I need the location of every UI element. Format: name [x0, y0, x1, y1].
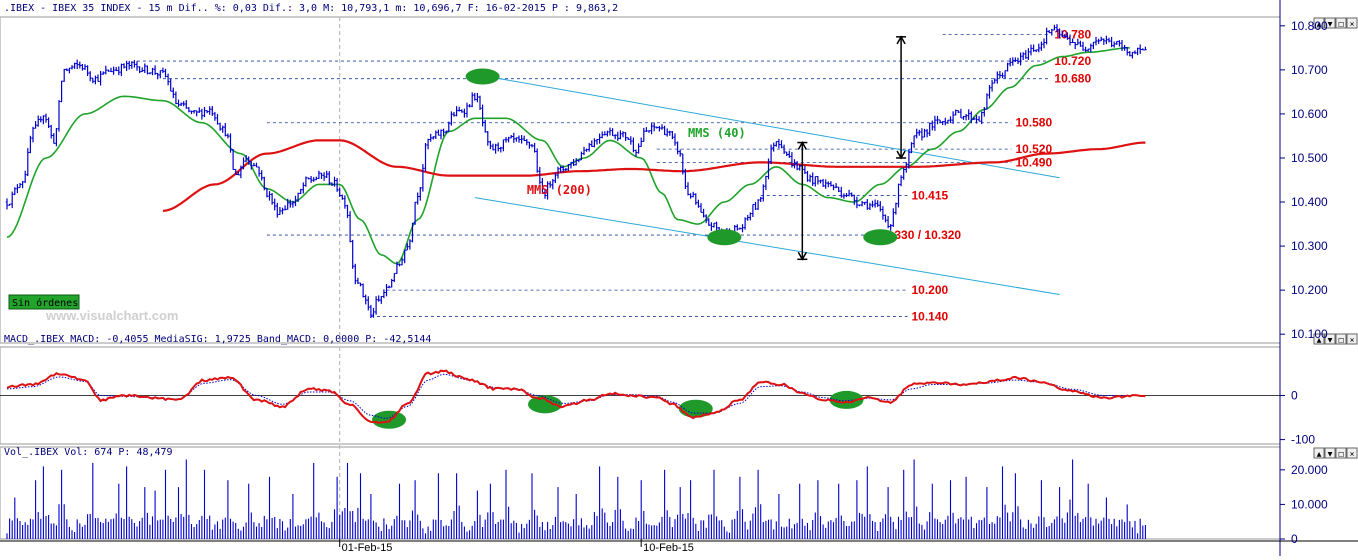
window-control-glyph: □ [1339, 20, 1344, 29]
level-label: 10.680 [1054, 72, 1091, 86]
ma-annotation: MMS (40) [688, 126, 746, 140]
price-tick-label: 10.600 [1291, 107, 1328, 121]
volume-chart [6, 459, 1146, 539]
macd-line [6, 369, 1146, 425]
window-control-button[interactable] [1313, 447, 1325, 459]
window-control-button[interactable] [1324, 447, 1336, 459]
macd-marker [829, 390, 864, 409]
macd-tick-label: 0 [1291, 389, 1298, 403]
volume-tick-label: 0 [1291, 532, 1298, 546]
macd-tick-label: -100 [1291, 433, 1315, 447]
channel-line [474, 197, 1060, 296]
window-control-button[interactable] [1324, 333, 1336, 345]
sin-ordenes-badge [8, 294, 80, 310]
level-label: 10.720 [1054, 54, 1091, 68]
volume-header: Vol_.IBEX Vol: 674 P: 48,479 [4, 447, 173, 458]
volume-tick-label: 20.000 [1291, 463, 1328, 477]
window-control-button[interactable] [1346, 447, 1358, 459]
level-label: 10.580 [1015, 116, 1052, 130]
highlight-marker [707, 229, 742, 246]
level-label: 10.140 [911, 310, 948, 324]
time-tick-label: 10-Feb-15 [643, 542, 694, 554]
channel-line [474, 73, 1060, 179]
price-tick-label: 10.200 [1291, 283, 1328, 297]
window-control-glyph: □ [1339, 336, 1344, 345]
level-label: 10.200 [911, 283, 948, 297]
price-header: .IBEX - IBEX 35 INDEX - 15 m Dif.. %: 0,… [4, 3, 618, 14]
price-tick-label: 10.500 [1291, 151, 1328, 165]
price-tick-label: 10.800 [1291, 19, 1328, 33]
price-tick-label: 10.400 [1291, 195, 1328, 209]
window-control-button[interactable] [1313, 17, 1325, 29]
window-control-glyph: × [1350, 450, 1355, 459]
price-panel [0, 16, 1281, 344]
window-control-glyph: □ [1339, 450, 1344, 459]
axis-labels: 10.800 10.700 10.600 10.500 10.400 10.300 10.2… [339, 19, 1328, 554]
level-label: 10.415 [911, 188, 948, 202]
level-label: 10.490 [1015, 155, 1052, 169]
sin-ordenes-text: Sin órdenes [12, 297, 78, 309]
window-control-button[interactable] [1313, 333, 1325, 345]
macd-marker [528, 395, 563, 414]
macd-marker [372, 410, 407, 429]
highlight-marker [465, 68, 500, 85]
window-control-glyph: × [1350, 336, 1355, 345]
mms200-line [162, 139, 1146, 212]
price-chart: 10.78010.72010.68010.58010.52010.49010.4… [5, 17, 1147, 539]
ma-annotation: MMS (200) [527, 183, 592, 197]
window-control-glyph: ▼ [1328, 20, 1333, 29]
window-control-button[interactable] [1346, 333, 1358, 345]
window-control-glyph: ▲ [1317, 450, 1322, 459]
window-control-glyph: ▲ [1317, 336, 1322, 345]
window-control-button[interactable] [1335, 447, 1347, 459]
highlight-marker [863, 229, 898, 246]
price-tick-label: 10.300 [1291, 239, 1328, 253]
price-tick-label: 10.700 [1291, 63, 1328, 77]
price-tick-label: 10.100 [1291, 327, 1328, 341]
macd-chart [0, 369, 1280, 429]
window-control-glyph: × [1350, 20, 1355, 29]
watermark: www.visualchart.com [45, 308, 178, 323]
window-control-button[interactable] [1335, 17, 1347, 29]
time-tick-label: 01-Feb-15 [342, 542, 393, 554]
window-control-glyph: ▲ [1317, 20, 1322, 29]
window-control-button[interactable] [1335, 333, 1347, 345]
level-label: 10.330 / 10.320 [878, 228, 962, 242]
level-label: 10.780 [1054, 28, 1091, 42]
window-control-button[interactable] [1324, 17, 1336, 29]
window-control-glyph: ▼ [1328, 450, 1333, 459]
window-control-glyph: ▼ [1328, 336, 1333, 345]
window-control-button[interactable] [1346, 17, 1358, 29]
macd-header: MACD_.IBEX MACD: -0,4055 MediaSIG: 1,972… [4, 334, 431, 345]
volume-tick-label: 10.000 [1291, 497, 1328, 511]
window-controls: ▲ ▼ □ × ▲ ▼ □ × ▲ ▼ □ × [1313, 17, 1358, 459]
